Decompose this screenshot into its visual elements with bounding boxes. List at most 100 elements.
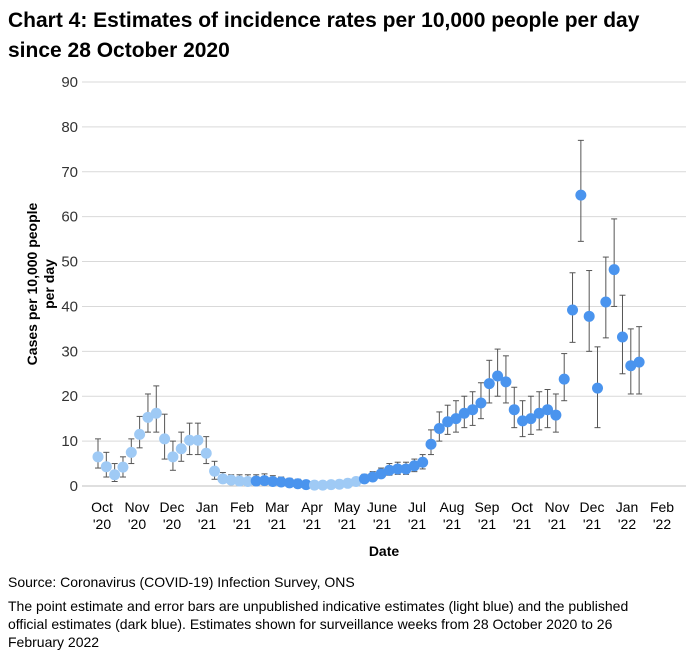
point-estimate-unpublished <box>308 479 320 491</box>
point-estimate-unpublished <box>234 475 246 487</box>
error-bars <box>95 139 643 487</box>
y-tick-label: 90 <box>61 74 78 91</box>
point-estimate-unpublished <box>192 434 204 446</box>
point-estimate-unpublished <box>350 476 362 488</box>
x-tick-label-year: '20 <box>128 516 146 532</box>
x-tick-label-year: '21 <box>443 516 461 532</box>
x-tick-label-year: '21 <box>373 516 391 532</box>
x-tick-label-month: Dec <box>580 499 605 515</box>
point-estimate-unpublished <box>109 469 121 481</box>
y-axis-tick-labels: 0 10 20 30 40 50 60 70 80 90 <box>61 74 78 495</box>
point-estimate-published <box>392 463 404 475</box>
x-tick-label-month: Dec <box>160 499 185 515</box>
point-estimate-published <box>625 360 637 372</box>
point-estimate-published <box>275 476 287 488</box>
y-tick-label: 30 <box>61 343 78 360</box>
point-estimate-unpublished <box>142 411 154 423</box>
point-estimate-published <box>400 463 412 475</box>
y-axis-title-line-2: per day <box>41 259 57 309</box>
point-estimate-published <box>525 413 537 425</box>
point-estimate-published <box>608 264 620 276</box>
point-estimate-published <box>283 477 295 489</box>
point-estimate-published <box>575 189 587 201</box>
point-estimate-published <box>533 407 545 419</box>
y-tick-label: 70 <box>61 164 78 181</box>
point-estimate-unpublished <box>184 434 196 446</box>
point-estimate-published <box>583 310 595 322</box>
x-axis-tick-labels: Oct'20Nov'20Dec'20Jan'21Feb'21Mar'21Apr'… <box>91 499 674 532</box>
point-estimate-published <box>417 456 429 468</box>
x-tick-label-month: Jan <box>616 499 639 515</box>
x-tick-label-year: '22 <box>653 516 671 532</box>
source-note: Source: Coronavirus (COVID-19) Infection… <box>8 574 355 590</box>
point-estimate-unpublished <box>225 474 237 486</box>
point-estimate-published <box>450 413 462 425</box>
point-estimate-published <box>508 404 520 416</box>
x-tick-label-year: '20 <box>163 516 181 532</box>
y-tick-label: 50 <box>61 254 78 271</box>
x-tick-label-year: '20 <box>93 516 111 532</box>
point-estimate-published <box>616 331 628 343</box>
x-tick-label-year: '21 <box>268 516 286 532</box>
y-tick-label: 80 <box>61 119 78 136</box>
point-estimate-published <box>500 376 512 388</box>
point-estimate-published <box>475 397 487 409</box>
chart-title: Chart 4: Estimates of incidence rates pe… <box>8 9 640 62</box>
x-tick-label-month: Apr <box>301 499 323 515</box>
x-tick-label-year: '21 <box>338 516 356 532</box>
point-estimate-unpublished <box>242 476 254 488</box>
point-estimate-published <box>375 468 387 480</box>
x-tick-label-year: '21 <box>408 516 426 532</box>
x-tick-label-year: '21 <box>233 516 251 532</box>
point-estimate-published <box>567 304 579 316</box>
point-estimate-published <box>558 373 570 385</box>
point-estimate-published <box>267 476 279 488</box>
x-tick-label-year: '21 <box>513 516 531 532</box>
x-tick-label-month: May <box>334 499 360 515</box>
point-estimate-unpublished <box>167 451 179 463</box>
x-tick-label-month: Feb <box>230 499 254 515</box>
point-estimate-published <box>592 382 604 394</box>
x-tick-label-year: '21 <box>303 516 321 532</box>
x-tick-label-year: '21 <box>478 516 496 532</box>
point-estimate-published <box>367 471 379 483</box>
point-estimate-unpublished <box>100 461 112 473</box>
point-estimate-published <box>550 409 562 421</box>
point-estimate-published <box>600 296 612 308</box>
point-estimate-published <box>250 475 262 487</box>
x-tick-label-month: Aug <box>440 499 465 515</box>
x-tick-label-month: Nov <box>545 499 570 515</box>
point-estimate-published <box>383 464 395 476</box>
y-tick-label: 10 <box>61 433 78 450</box>
y-tick-label: 20 <box>61 388 78 405</box>
x-tick-label-month: Feb <box>650 499 674 515</box>
y-tick-label: 40 <box>61 298 78 315</box>
point-estimate-published <box>433 423 445 435</box>
x-tick-label-year: '21 <box>198 516 216 532</box>
x-tick-label-month: Jul <box>408 499 426 515</box>
x-tick-label-month: Mar <box>265 499 289 515</box>
y-tick-label: 60 <box>61 209 78 226</box>
point-estimate-unpublished <box>125 446 137 458</box>
point-estimate-unpublished <box>117 461 129 473</box>
x-tick-label-month: Jan <box>196 499 219 515</box>
x-tick-label-month: Nov <box>125 499 150 515</box>
point-estimates <box>92 189 645 491</box>
point-estimate-published <box>517 415 529 427</box>
point-estimate-published <box>633 356 645 368</box>
point-estimate-published <box>259 475 271 487</box>
point-estimate-published <box>442 416 454 428</box>
point-estimate-unpublished <box>92 451 104 463</box>
point-estimate-unpublished <box>217 473 229 485</box>
point-estimate-unpublished <box>150 407 162 419</box>
point-estimate-published <box>300 479 312 491</box>
point-estimate-published <box>483 378 495 390</box>
point-estimate-published <box>292 478 304 490</box>
point-estimate-unpublished <box>317 479 329 491</box>
y-axis-title-line-1: Cases per 10,000 people <box>24 202 40 365</box>
x-tick-label-month: Oct <box>511 499 533 515</box>
point-estimate-published <box>467 404 479 416</box>
gridlines <box>82 81 686 487</box>
x-axis-title: Date <box>369 543 400 559</box>
